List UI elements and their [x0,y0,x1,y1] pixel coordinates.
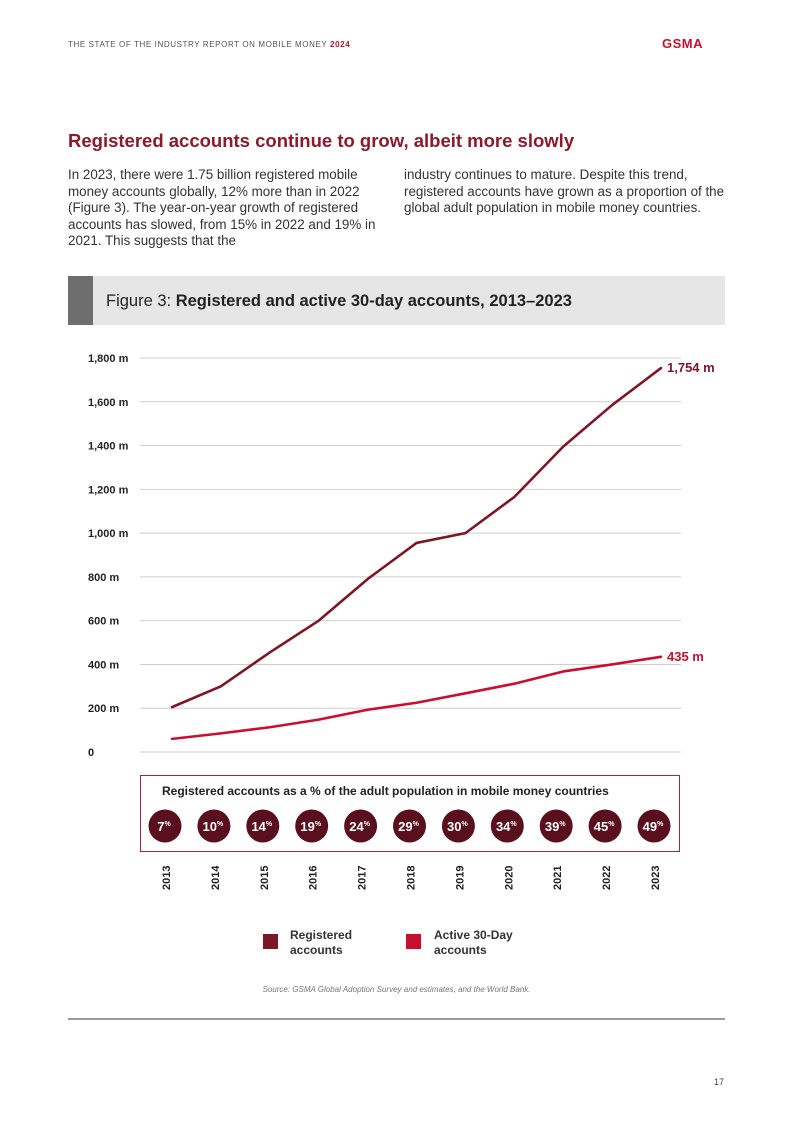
y-tick-label: 600 m [88,616,119,628]
legend-swatch-registered [263,934,278,949]
pct-value: 34% [496,819,517,834]
pct-circle [344,809,378,843]
figure-title: Figure 3: Registered and active 30-day a… [106,292,572,311]
body-paragraph-right: industry continues to mature. Despite th… [404,167,725,216]
x-tick-label: 2016 [308,866,320,890]
pct-value: 19% [300,819,321,834]
figure-header: Figure 3: Registered and active 30-day a… [68,276,725,325]
figure-accent-bar [68,276,93,325]
x-tick-label: 2014 [210,865,222,890]
section-heading: Registered accounts continue to grow, al… [68,130,575,151]
pct-circle [197,809,231,843]
page-number: 17 [714,1077,725,1087]
x-tick-label: 2018 [406,866,418,890]
y-tick-label: 400 m [88,659,119,671]
pct-value: 39% [545,819,566,834]
pct-box-title: Registered accounts as a % of the adult … [162,784,609,798]
pct-circle [295,809,329,843]
y-tick-label: 1,400 m [88,441,129,453]
pct-circle [588,809,622,843]
source-note: Source: GSMA Global Adoption Survey and … [262,985,531,994]
pct-circle [246,809,280,843]
pct-adult-population-box: Registered accounts as a % of the adult … [140,775,680,852]
y-tick-label: 1,800 m [88,353,129,365]
legend-swatch-active [406,934,421,949]
series-line-registered [170,366,663,709]
x-tick-label: 2021 [552,866,564,890]
legend-label-active: Active 30-Day accounts [434,928,513,957]
pct-circle [393,809,426,843]
pct-value: 45% [594,819,615,834]
y-tick-label: 0 [88,747,94,759]
y-tick-label: 200 m [88,703,119,715]
figure-title-text: Registered and active 30-day accounts, 2… [175,292,572,310]
pct-circle [148,809,182,843]
pct-value: 30% [447,819,468,834]
pct-value: 29% [398,819,419,834]
y-tick-label: 1,600 m [88,397,129,409]
legend-label-registered: Registered accounts [290,928,353,957]
pct-circle [637,809,671,843]
y-tick-label: 1,000 m [88,528,129,540]
pct-value: 7% [157,819,171,834]
pct-value: 14% [251,819,272,834]
x-tick-label: 2013 [161,866,173,890]
pct-value: 10% [203,819,224,834]
gsma-logo: GSMA [662,36,703,51]
bottom-rule [68,1018,725,1020]
y-tick-label: 1,200 m [88,484,129,496]
x-tick-label: 2019 [454,866,466,890]
pct-value: 24% [349,819,370,834]
pct-circle [539,809,573,843]
x-tick-label: 2017 [357,866,369,890]
body-paragraph-left: In 2023, there were 1.75 billion registe… [68,167,376,249]
x-tick-label: 2020 [503,866,515,890]
x-tick-label: 2022 [601,866,613,890]
y-tick-label: 800 m [88,572,119,584]
end-label-active: 435 m [667,649,704,664]
pct-value: 49% [643,819,664,834]
pct-circle [441,809,475,843]
x-tick-label: 2023 [650,866,662,890]
report-year: 2024 [330,40,351,49]
end-label-registered: 1,754 m [667,360,715,375]
pct-circle [490,809,524,843]
series-line-active [170,655,663,741]
x-tick-label: 2015 [259,866,271,890]
report-header: THE STATE OF THE INDUSTRY REPORT ON MOBI… [68,40,350,49]
report-title: THE STATE OF THE INDUSTRY REPORT ON MOBI… [68,40,328,49]
figure-prefix: Figure 3: [106,292,172,310]
